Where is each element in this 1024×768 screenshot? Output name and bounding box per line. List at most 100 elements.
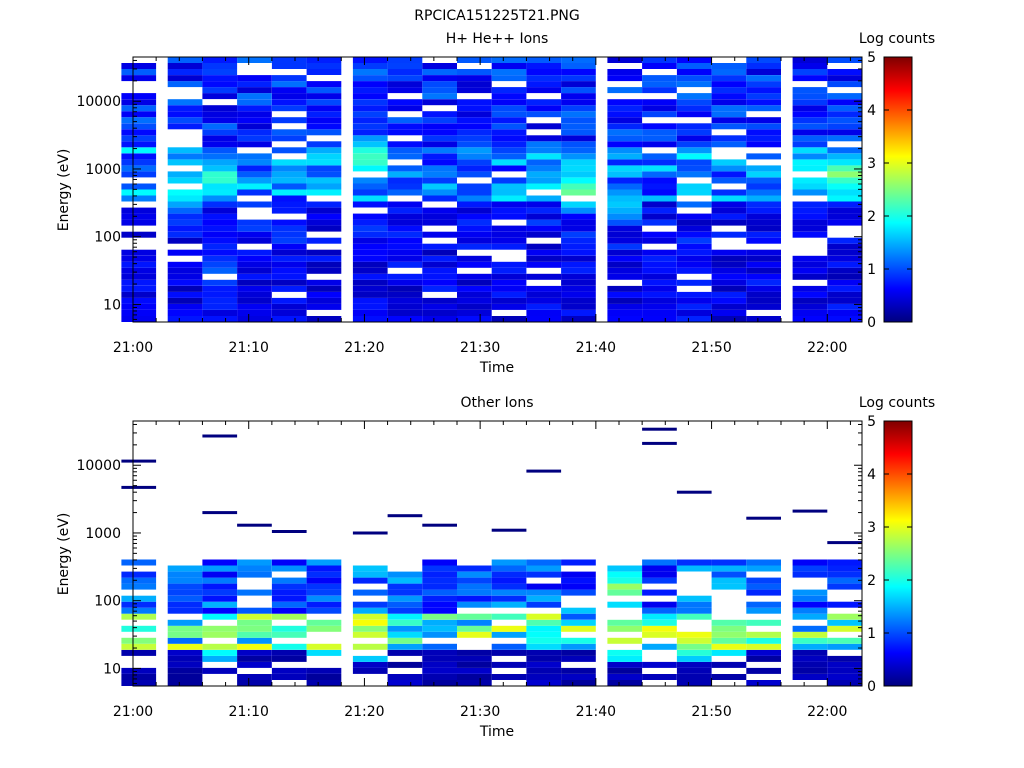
spectrogram-cell [746, 577, 781, 584]
spectrogram-cell [792, 129, 828, 136]
spectrogram-cell [792, 111, 828, 118]
spectrogram-cell [387, 310, 423, 316]
spectrogram-cell [387, 237, 423, 244]
spectrogram-cell [202, 285, 238, 292]
spectrogram-cell [202, 135, 238, 142]
spectrogram-cell [387, 625, 423, 632]
spectrogram-cell [457, 135, 492, 142]
spectrogram-cell [271, 183, 307, 190]
spectrogram-cell [561, 111, 596, 118]
x-axis-label: Time [479, 360, 514, 376]
spectrogram-cell [711, 643, 747, 650]
spectrogram-cell [352, 219, 388, 226]
spectrogram-cell [306, 87, 342, 94]
spectrogram-cell [676, 655, 712, 662]
spectrogram-cell [306, 189, 342, 196]
spectrogram-cell [746, 649, 781, 656]
spectrogram-cell [642, 643, 677, 650]
spectrogram-cell [202, 231, 238, 238]
spectrogram-cell [491, 213, 527, 220]
spectrogram-cell [121, 105, 157, 112]
spectrogram-cell [167, 583, 203, 590]
spectrogram-cell [237, 183, 272, 190]
spectrogram-cell [202, 201, 238, 208]
spectrogram-cell [746, 93, 781, 100]
spectrogram-cell [526, 105, 562, 112]
spectrogram-cell [792, 310, 828, 316]
spectrogram-cell [306, 153, 342, 160]
spectrogram-cell [352, 619, 388, 626]
spectrogram-cell [457, 661, 492, 668]
spectrogram-cell [711, 75, 747, 82]
spectrogram-cell [676, 595, 712, 602]
spectrogram-cells [121, 427, 862, 686]
y-tick-label: 100 [94, 230, 121, 246]
spectrogram-cell [422, 123, 457, 130]
spectrogram-cell [792, 87, 828, 94]
spectrogram-cell [676, 213, 712, 220]
spectrogram-cell [561, 129, 596, 136]
spectrogram-cell [607, 111, 643, 118]
sparse-count-line [271, 530, 307, 533]
spectrogram-cell [827, 310, 862, 316]
spectrogram-cell [491, 649, 527, 656]
x-tick-label: 21:00 [113, 340, 153, 356]
spectrogram-cell [526, 99, 562, 106]
x-tick-label: 21:20 [344, 704, 384, 720]
spectrogram-cell [202, 153, 238, 160]
spectrogram-cell [457, 285, 492, 292]
spectrogram-cell [642, 255, 677, 262]
spectrogram-cell [167, 219, 203, 226]
spectrogram-cell [827, 619, 862, 626]
spectrogram-cell [676, 649, 712, 656]
spectrogram-cell [526, 231, 562, 238]
spectrogram-cell [202, 63, 238, 69]
spectrogram-cell [491, 601, 527, 608]
spectrogram-cell [746, 559, 781, 566]
spectrogram-cell [676, 291, 712, 298]
spectrogram-cell [561, 177, 596, 184]
spectrogram-cell [711, 87, 747, 94]
spectrogram-cell [746, 583, 781, 590]
spectrogram-cell [607, 255, 643, 262]
spectrogram-cell [271, 225, 307, 232]
spectrogram-cell [526, 75, 562, 82]
spectrogram-cell [642, 613, 677, 620]
spectrogram-cell [607, 99, 643, 106]
spectrogram-cell [271, 231, 307, 238]
spectrogram-cell [491, 207, 527, 214]
spectrogram-cell [827, 674, 862, 680]
spectrogram-cell [237, 631, 272, 638]
spectrogram-cell [792, 63, 828, 69]
spectrogram-cell [827, 303, 862, 310]
spectrogram-cell [711, 213, 747, 220]
colorbar-tick-label: 3 [867, 156, 876, 172]
spectrogram-cell [352, 177, 388, 184]
spectrogram-cell [387, 613, 423, 620]
spectrogram-cell [202, 105, 238, 112]
spectrogram-cell [561, 243, 596, 250]
spectrogram-cell [711, 674, 747, 680]
x-tick-label: 21:40 [576, 340, 616, 356]
spectrogram-cell [827, 243, 862, 250]
spectrogram-cell [792, 177, 828, 184]
sparse-count-line [827, 541, 862, 545]
spectrogram-cell [237, 87, 272, 94]
spectrogram-cell [827, 565, 862, 572]
spectrogram-cell [827, 207, 862, 214]
spectrogram-cell [526, 613, 562, 620]
spectrogram-cell [387, 571, 423, 578]
spectrogram-cell [121, 674, 157, 680]
spectrogram-cell [237, 680, 272, 686]
spectrogram-cell [422, 153, 457, 160]
spectrogram-cell [607, 129, 643, 136]
spectrogram-cell [561, 159, 596, 166]
panel-title: H+ He++ Ions [446, 31, 549, 47]
spectrogram-cell [526, 69, 562, 75]
spectrogram-cell [561, 607, 596, 614]
sparse-count-line [491, 528, 527, 532]
spectrogram-cell [526, 631, 562, 638]
spectrogram-cell [237, 111, 272, 118]
spectrogram-cell [237, 165, 272, 172]
spectrogram-cell [387, 63, 423, 69]
